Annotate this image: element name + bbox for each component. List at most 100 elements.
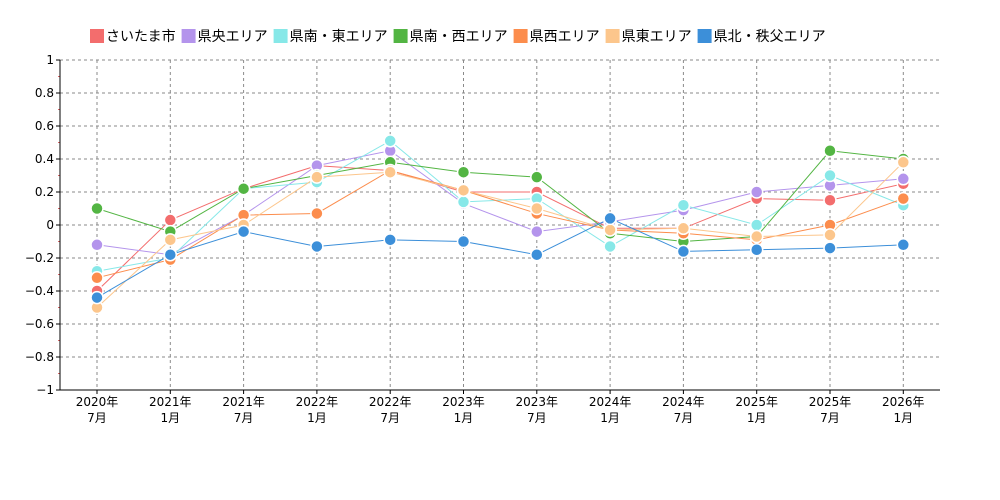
data-point[interactable]	[823, 168, 837, 183]
x-tick-month: 1月	[747, 411, 767, 425]
data-point[interactable]	[90, 201, 104, 216]
data-point[interactable]	[530, 170, 544, 184]
data-point[interactable]	[896, 172, 911, 186]
y-tick-label: 0.8	[35, 86, 54, 100]
data-point[interactable]	[749, 243, 764, 257]
y-tick-label: 1	[46, 53, 54, 67]
data-point[interactable]	[603, 223, 617, 237]
data-point[interactable]	[310, 239, 324, 254]
x-tick-year: 2021年	[149, 395, 192, 409]
data-point[interactable]	[456, 165, 471, 179]
y-tick-label: 0	[46, 218, 54, 232]
y-tick-label: 0.6	[35, 119, 54, 133]
data-point[interactable]	[823, 144, 837, 158]
chart-grid	[60, 59, 940, 391]
x-tick-year: 2024年	[589, 395, 632, 409]
x-tick-month: 7月	[380, 411, 400, 425]
x-tick-year: 2024年	[662, 395, 705, 409]
series-line	[96, 150, 904, 256]
y-tick-label: 0.2	[35, 185, 54, 199]
data-point[interactable]	[676, 198, 691, 212]
series-line	[96, 165, 904, 292]
data-point[interactable]	[163, 233, 178, 247]
y-tick-label: 0.4	[35, 152, 54, 166]
series-points	[90, 134, 911, 315]
data-point[interactable]	[823, 228, 837, 242]
legend-label: 県東エリア	[622, 29, 692, 45]
x-tick-year: 2025年	[809, 395, 852, 409]
legend-item[interactable]: 県西エリア	[513, 29, 600, 45]
series-line	[96, 170, 904, 279]
legend-item[interactable]: さいたま市	[90, 28, 176, 45]
legend-swatch	[273, 29, 288, 43]
chart-axes: 1 0.8 0.6 0.4 0.2 0 −0.2 −0.4 −0.6 −0.8 −1 2020年 7月 2…	[25, 53, 940, 425]
x-tick-year: 2025年	[735, 395, 778, 409]
x-tick-year: 2026年	[882, 395, 925, 409]
data-point[interactable]	[456, 183, 471, 198]
legend-label: 県西エリア	[530, 29, 600, 45]
x-tick-month: 1月	[454, 411, 474, 425]
chart-legend: さいたま市 県央エリア 県南・東エリア 県南・西エリア 県西エリア 県東エリア 県北・秩父エ…	[90, 28, 826, 45]
data-point[interactable]	[896, 191, 911, 206]
data-point[interactable]	[383, 165, 397, 179]
x-tick-year: 2022年	[296, 395, 339, 409]
data-point[interactable]	[749, 185, 764, 199]
data-point[interactable]	[603, 211, 617, 226]
legend-label: 県北・秩父エリア	[714, 29, 826, 45]
series-line	[96, 150, 904, 243]
x-tick-month: 1月	[600, 411, 620, 425]
y-tick-label: −0.8	[25, 350, 54, 364]
data-point[interactable]	[236, 224, 251, 239]
legend-item[interactable]: 県南・東エリア	[273, 29, 388, 45]
data-point[interactable]	[530, 224, 544, 239]
data-point[interactable]	[456, 234, 471, 249]
data-point[interactable]	[530, 247, 544, 262]
legend-item[interactable]: 県東エリア	[605, 29, 692, 45]
data-point[interactable]	[383, 233, 397, 247]
y-tick-label: −1	[36, 383, 54, 397]
series-line	[96, 161, 904, 308]
data-point[interactable]	[163, 247, 178, 262]
y-tick-label: −0.2	[25, 251, 54, 265]
y-tick-label: −0.4	[25, 284, 54, 298]
data-point[interactable]	[90, 238, 104, 252]
x-tick-year: 2022年	[369, 395, 412, 409]
legend-swatch	[181, 29, 196, 43]
legend-label: 県央エリア	[198, 29, 268, 45]
data-point[interactable]	[749, 229, 764, 244]
x-tick-month: 7月	[527, 411, 547, 425]
legend-swatch	[513, 29, 528, 43]
legend-item[interactable]: 県南・西エリア	[393, 29, 508, 45]
data-point[interactable]	[530, 201, 544, 216]
data-point[interactable]	[310, 170, 324, 184]
x-tick-month: 7月	[234, 411, 254, 425]
legend-item[interactable]: 県北・秩父エリア	[697, 29, 826, 45]
data-point[interactable]	[676, 221, 691, 236]
data-point[interactable]	[310, 206, 324, 221]
data-point[interactable]	[896, 238, 911, 252]
x-tick-year: 2023年	[516, 395, 559, 409]
data-point[interactable]	[456, 195, 471, 209]
data-point[interactable]	[749, 218, 764, 232]
data-point[interactable]	[676, 244, 691, 259]
legend-item[interactable]: 県央エリア	[181, 29, 268, 45]
data-point[interactable]	[90, 271, 104, 285]
x-tick-year: 2023年	[442, 395, 485, 409]
data-point[interactable]	[603, 239, 617, 254]
legend-swatch	[90, 29, 104, 43]
x-tick-month: 1月	[893, 411, 913, 425]
x-tick-month: 1月	[307, 411, 327, 425]
data-point[interactable]	[896, 155, 911, 170]
legend-swatch	[697, 29, 712, 43]
data-point[interactable]	[383, 134, 397, 148]
x-tick-year: 2021年	[222, 395, 265, 409]
x-tick-month: 7月	[820, 411, 840, 425]
data-point[interactable]	[163, 213, 178, 227]
data-point[interactable]	[823, 193, 837, 207]
data-point[interactable]	[236, 181, 251, 196]
data-point[interactable]	[90, 290, 104, 305]
x-tick-month: 7月	[87, 411, 107, 425]
x-tick-year: 2020年	[76, 395, 119, 409]
data-point[interactable]	[823, 241, 837, 255]
x-tick-month: 7月	[674, 411, 694, 425]
